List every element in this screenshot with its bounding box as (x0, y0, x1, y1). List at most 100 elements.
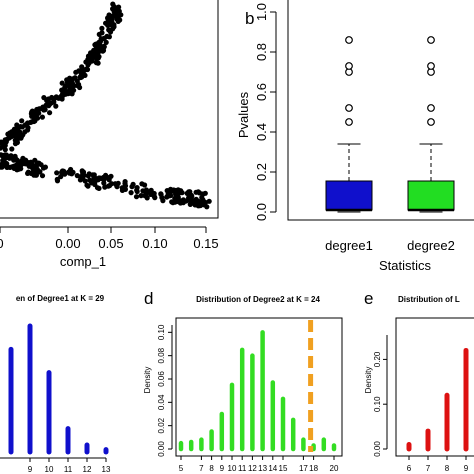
point-lower (42, 164, 49, 170)
point-upper (16, 129, 22, 136)
point-upper (74, 78, 80, 84)
point-upper (79, 74, 85, 80)
point-lower (143, 191, 149, 197)
b-ylabel: Pvalues (236, 91, 251, 138)
point-lower (101, 174, 107, 180)
point-upper (114, 16, 120, 22)
panel-d-xticks: 5 7 8 9 10 11 12 13 14 15 17 18 20 (179, 456, 339, 473)
point-lower (5, 154, 11, 160)
panel-c-xticks: 9 10 11 12 13 (28, 458, 111, 474)
point-upper (6, 132, 12, 138)
point-upper (19, 118, 25, 124)
panel-e-label: e (364, 289, 373, 308)
point-upper (22, 122, 28, 128)
d-ytick-label: 0.08 (157, 347, 166, 363)
point-upper (79, 64, 85, 70)
panel-d-frame (175, 317, 343, 457)
point-lower (134, 185, 140, 191)
point-upper (90, 52, 96, 58)
panel-a-frame (0, 0, 219, 219)
panel-a-xaxis: 0 0.00 0.05 0.10 0.15 comp_1 (0, 226, 219, 269)
point-upper (11, 126, 17, 132)
panel-a: 0 0.00 0.05 0.10 0.15 comp_1 (0, 0, 219, 269)
point-lower (195, 189, 201, 195)
panel-e-frame (395, 317, 474, 457)
point-lower (79, 168, 85, 174)
point-lower (176, 190, 182, 196)
point-upper (71, 87, 77, 93)
point-upper (96, 31, 102, 37)
point-lower (18, 161, 24, 167)
point-lower (0, 153, 5, 159)
a-xtick-2: 0.05 (98, 236, 123, 251)
point-upper (107, 29, 114, 35)
b-ytick-5: 1.0 (254, 3, 269, 21)
point-lower (96, 175, 102, 181)
point-lower (54, 176, 60, 182)
point-upper (106, 34, 112, 40)
point-lower (164, 194, 170, 200)
panel-b-xaxis: degree1 degree2 Statistics (325, 238, 455, 273)
point-lower (0, 164, 5, 170)
outlier (345, 36, 353, 44)
point-upper (0, 139, 4, 145)
point-lower (206, 198, 212, 204)
a-xlabel: comp_1 (60, 254, 106, 269)
d-xtick-label: 18 (309, 464, 318, 473)
point-lower (169, 199, 175, 205)
point-lower (114, 184, 120, 190)
d-ytick-label: 0.04 (157, 394, 166, 410)
d-title: Distribution of Degree2 at K = 24 (196, 295, 320, 304)
point-upper (100, 45, 106, 51)
panel-d-label: d (144, 289, 153, 308)
point-lower (143, 187, 149, 193)
point-lower (138, 193, 144, 199)
point-upper (2, 137, 8, 143)
a-xtick-1: 0.00 (55, 236, 80, 251)
panel-b-yaxis: 0.0 0.2 0.4 0.6 0.8 1.0 Pvalues (236, 3, 277, 221)
c-xtick-label: 12 (83, 465, 92, 474)
panel-b-frame (287, 0, 474, 221)
point-upper (9, 146, 15, 152)
point-lower (62, 170, 68, 176)
point-upper (95, 50, 101, 56)
point-upper (111, 9, 117, 15)
e-ytick-label: 0.20 (373, 351, 382, 367)
point-lower (0, 157, 6, 164)
point-lower (4, 161, 10, 167)
point-upper (48, 100, 55, 106)
box-degree2 (407, 180, 455, 211)
point-upper (30, 112, 36, 118)
panel-b-boxes (325, 36, 455, 213)
panel-e-xticks: 6 7 8 9 (407, 456, 469, 473)
point-upper (99, 25, 105, 31)
b-ytick-0: 0.0 (254, 203, 269, 221)
outlier (345, 62, 353, 70)
d-xtick-label: 20 (330, 464, 339, 473)
point-lower (142, 182, 148, 188)
point-lower (189, 198, 195, 204)
point-upper (60, 91, 66, 97)
d-xtick-label: 10 (228, 464, 237, 473)
point-lower (38, 162, 44, 168)
b-ytick-3: 0.6 (254, 83, 269, 101)
point-lower (165, 190, 171, 196)
point-lower (89, 180, 95, 186)
point-lower (174, 198, 180, 204)
point-upper (45, 96, 52, 102)
point-lower (128, 190, 134, 196)
point-upper (36, 106, 42, 112)
point-upper (111, 24, 117, 30)
point-lower (54, 170, 60, 176)
point-upper (2, 142, 8, 148)
d-xtick-label: 12 (248, 464, 257, 473)
b-xlabel: Statistics (379, 258, 432, 273)
outlier (427, 62, 435, 70)
panel-c-bars (8, 323, 109, 455)
point-upper (73, 69, 79, 75)
point-lower (29, 164, 35, 170)
point-lower (202, 190, 208, 196)
point-upper (77, 84, 83, 91)
point-lower (86, 171, 92, 177)
b-xtick-1: degree2 (407, 238, 455, 253)
